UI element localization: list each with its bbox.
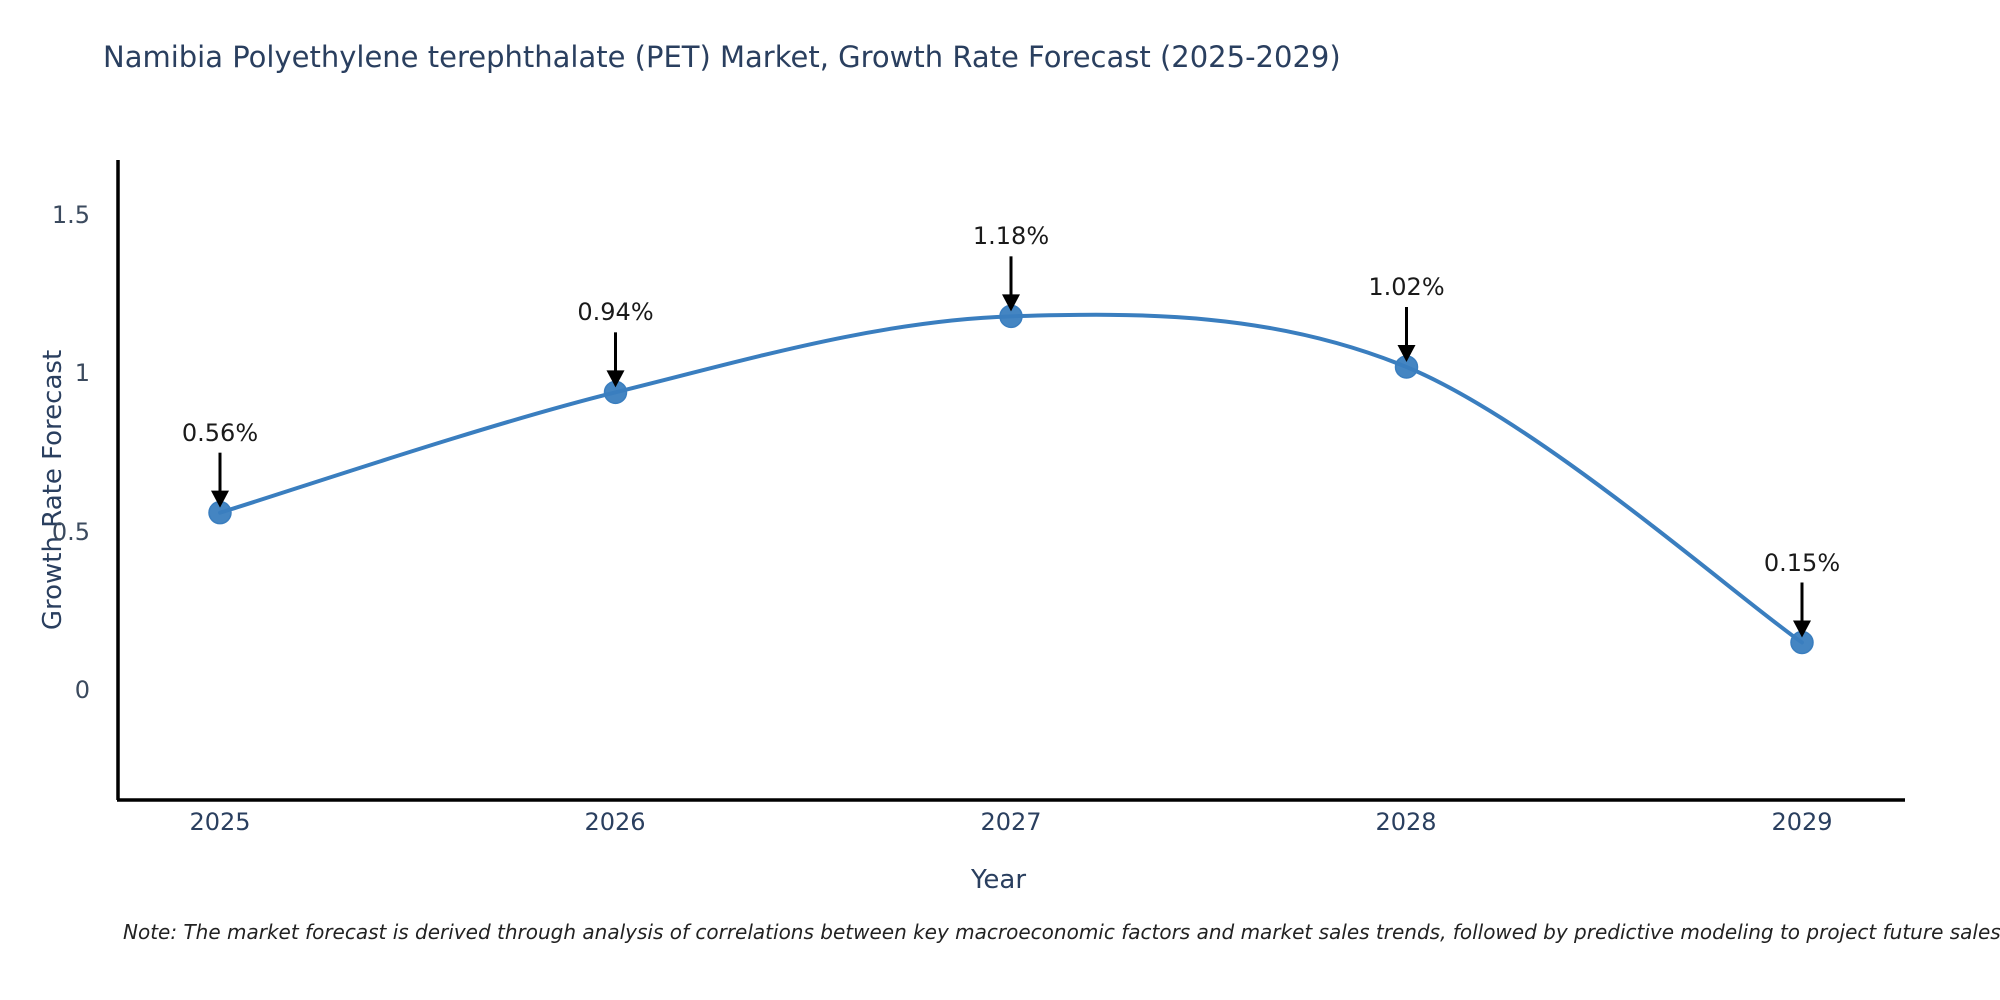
x-tick-label: 2027 bbox=[980, 808, 1042, 836]
y-tick-label: 0.5 bbox=[51, 518, 90, 546]
data-point-label: 0.15% bbox=[1763, 548, 1841, 577]
x-tick-label: 2028 bbox=[1375, 808, 1437, 836]
y-tick-label: 1.5 bbox=[51, 201, 90, 229]
data-point-label: 0.94% bbox=[577, 298, 654, 327]
y-tick-label: 1 bbox=[74, 359, 90, 387]
data-point-label: 1.02% bbox=[1368, 273, 1445, 301]
x-tick-label: 2026 bbox=[584, 808, 646, 836]
data-point-label: 1.18% bbox=[972, 222, 1050, 251]
annotation-arrow-head bbox=[1002, 294, 1020, 312]
data-point-markers bbox=[208, 304, 1814, 655]
data-series-line bbox=[218, 312, 1804, 645]
chart-title: Namibia Polyethylene terephthalate (PET)… bbox=[103, 40, 1341, 74]
annotation-arrow-head bbox=[1397, 345, 1416, 362]
annotation-arrows bbox=[211, 256, 1811, 638]
annotation-arrow-head bbox=[606, 370, 625, 388]
data-point-label: 0.56% bbox=[181, 418, 259, 447]
x-axis-title: Year bbox=[970, 865, 1027, 895]
x-tick-label: 2029 bbox=[1771, 808, 1833, 836]
annotation-arrow-head bbox=[1793, 620, 1811, 638]
footnote: Note: The market forecast is derived thr… bbox=[123, 920, 2000, 944]
y-tick-label: 0 bbox=[74, 676, 90, 704]
axis-lines bbox=[116, 160, 1905, 802]
annotation-arrow-head bbox=[211, 490, 229, 508]
x-tick-label: 2025 bbox=[189, 808, 251, 836]
x-axis-title-wrap: Year bbox=[0, 865, 2000, 895]
